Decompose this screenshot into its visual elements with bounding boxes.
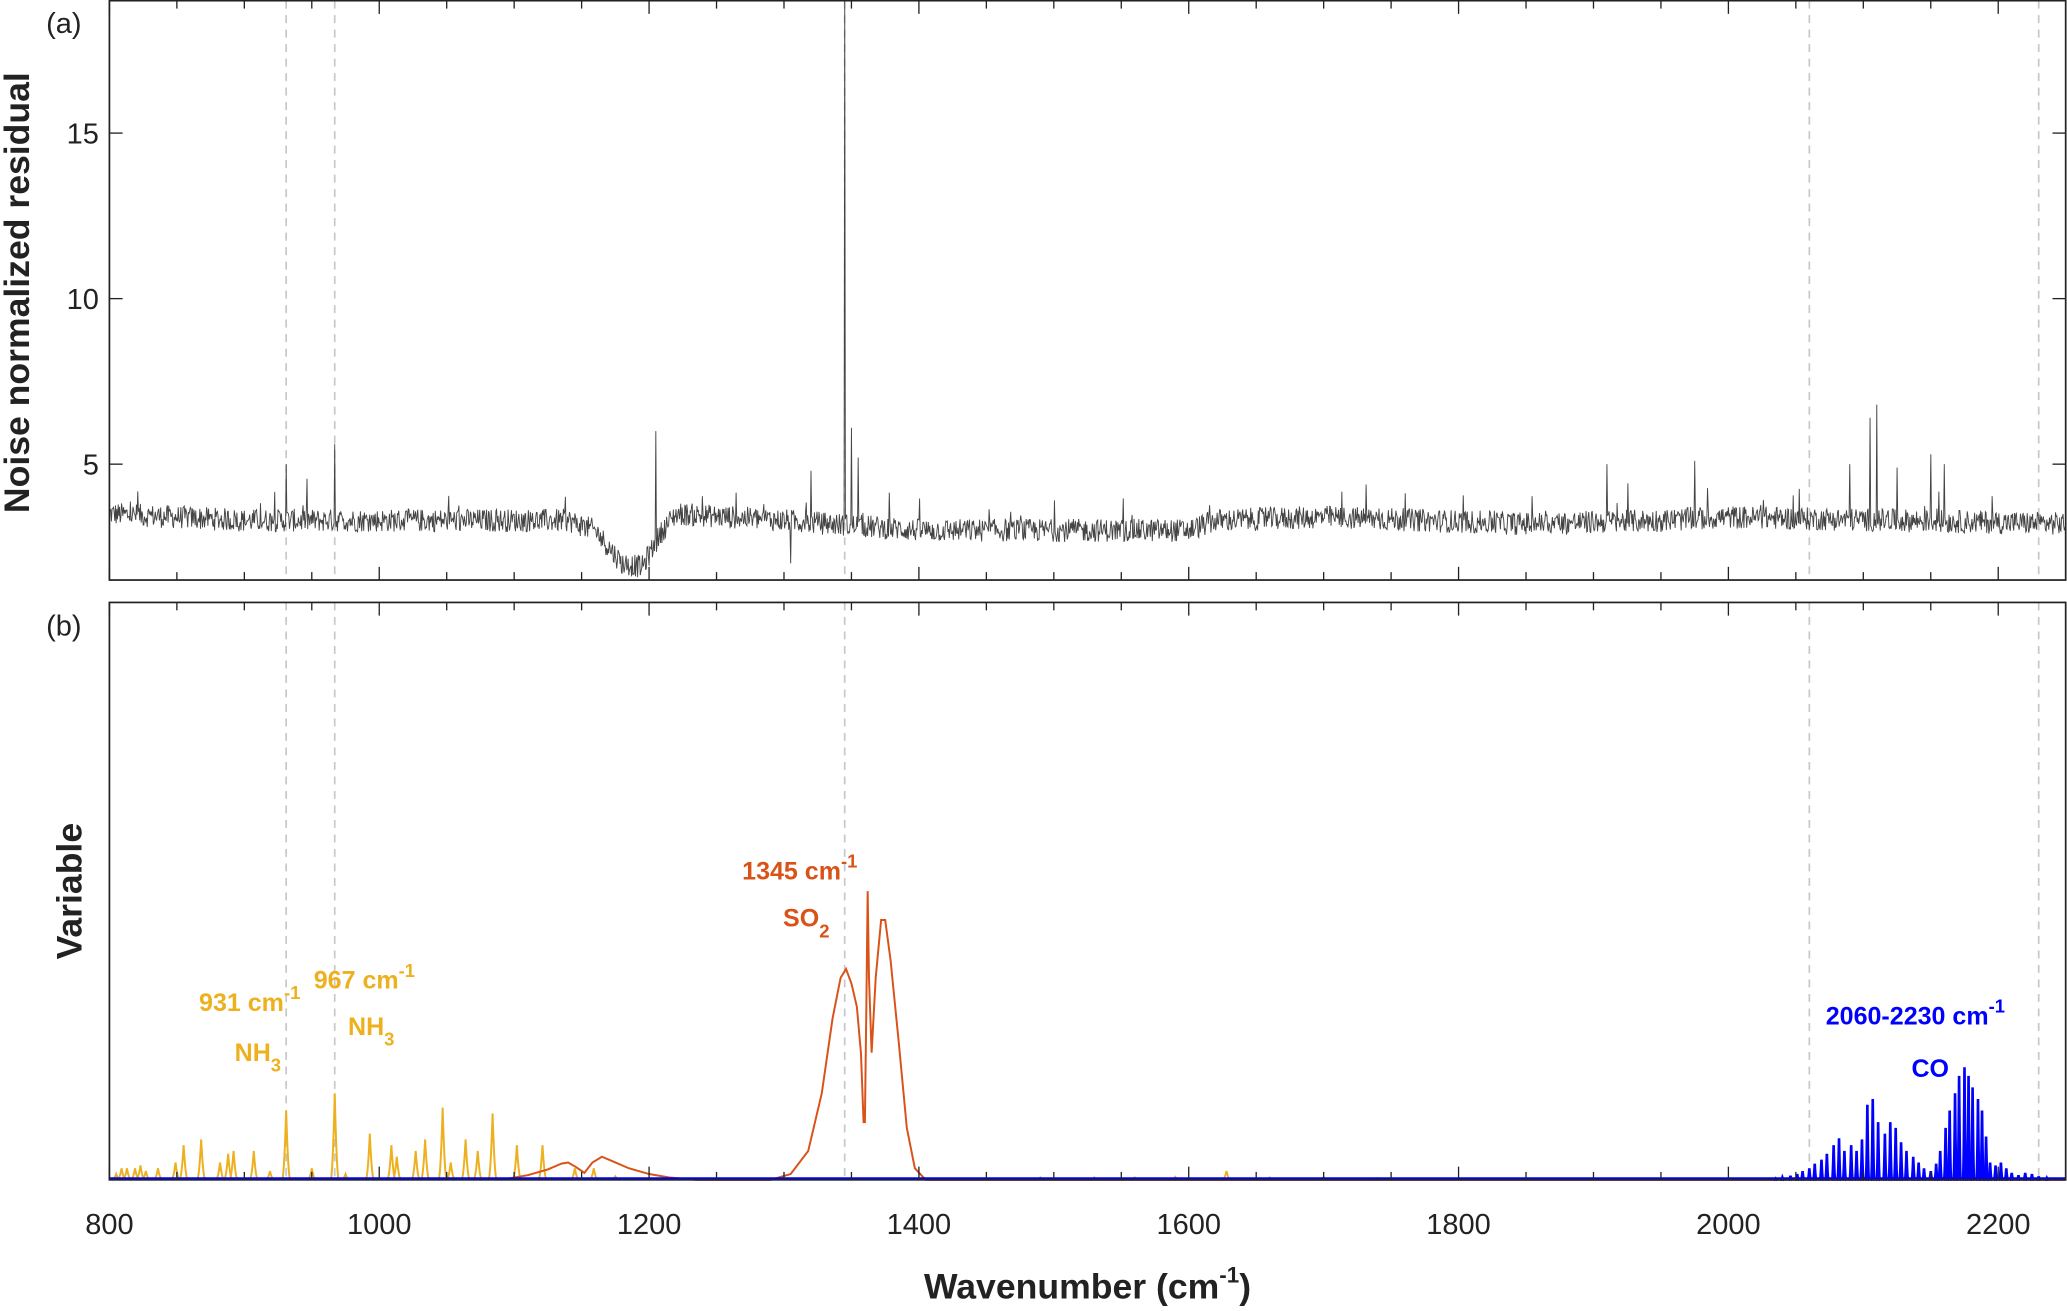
spectral-line-nh3 (472, 1150, 483, 1181)
annotation-wavenumber-sup: -1 (1989, 995, 2005, 1016)
series-nh3 (111, 1093, 1382, 1181)
annotation-species: SO2 (783, 905, 829, 942)
series-so2 (500, 891, 2066, 1181)
spectral-line-co (1869, 1098, 1876, 1182)
x-tick-label: 1800 (1426, 1209, 1491, 1241)
y-tick-label: 15 (67, 119, 99, 151)
spectral-line-co (1975, 1098, 1981, 1182)
annotation-wavenumber-sup: -1 (841, 850, 857, 871)
spectral-line-nh3 (460, 1139, 471, 1181)
annotation-species-sub: 2 (819, 920, 829, 941)
annotation-wavenumber-text: 931 cm (199, 989, 284, 1017)
spectral-line-nh3 (178, 1145, 189, 1181)
x-tick-label: 800 (85, 1209, 133, 1241)
annotation-wavenumber-sup: -1 (399, 960, 415, 981)
annotation-species-sub: 3 (271, 1055, 281, 1076)
spectral-line-co (1853, 1150, 1860, 1182)
spectral-line-nh3 (419, 1139, 431, 1181)
x-tick-label: 1200 (617, 1209, 682, 1241)
annotation-species-text: CO (1911, 1055, 1949, 1083)
spectral-line-co (1983, 1136, 1989, 1182)
x-tick-label: 1400 (887, 1209, 952, 1241)
x-axis-label: Wavenumber (cm-1) (924, 1263, 1251, 1307)
spectral-line-co (1841, 1150, 1848, 1182)
annotation-wavenumber: 967 cm-1 (314, 960, 415, 995)
y-axis-label-b: Variable (50, 823, 90, 959)
spectral-line-nh3 (364, 1133, 376, 1181)
spectral-line-co (1864, 1104, 1871, 1182)
spectra-series (109, 891, 2066, 1182)
annotation-wavenumber-sup: -1 (284, 982, 300, 1003)
spectral-line-nh3 (329, 1093, 340, 1181)
spectral-line-co (1952, 1093, 1958, 1182)
annotation-species-text: NH (348, 1013, 384, 1041)
annotation-wavenumber-text: 967 cm (314, 967, 399, 995)
spectral-line-co (1881, 1133, 1888, 1182)
spectral-line-co (1848, 1145, 1855, 1182)
reference-lines-b (285, 602, 2040, 1180)
spectral-line-co (1818, 1159, 1825, 1182)
spectral-line-co (1887, 1122, 1894, 1182)
annotation-species-sub: 3 (384, 1028, 394, 1049)
x-axis-label-sup: -1 (1219, 1263, 1239, 1288)
annotation-wavenumber: 931 cm-1 (199, 982, 300, 1017)
spectral-line-co (1969, 1087, 1976, 1182)
spectral-line-nh3 (487, 1113, 498, 1181)
spectral-line-co (1830, 1145, 1837, 1182)
x-axis-label-main: Wavenumber (cm (924, 1266, 1219, 1306)
ticks-b: 800 1000 1200 1400 1600 1800 2000 2200 (85, 602, 2067, 1241)
annotation-species-text: SO (783, 905, 819, 933)
panel-a-residual: 5 10 15 (a) Noise normalized residual (0, 0, 2067, 581)
spectral-line-nh3 (248, 1150, 259, 1181)
annotation-wavenumber-text: 1345 cm (742, 857, 841, 885)
spectral-line-nh3 (437, 1107, 448, 1181)
spectral-line-nh3 (280, 1110, 292, 1181)
y-axis-label-a: Noise normalized residual (0, 72, 37, 513)
y-tick-label: 5 (83, 450, 99, 482)
axes-box-b (108, 601, 2067, 1181)
annotation-wavenumber-text: 2060-2230 cm (1826, 1002, 1989, 1030)
spectral-line-nh3 (537, 1145, 548, 1181)
annotation-wavenumber: 1345 cm-1 (742, 850, 857, 885)
annotation-species: NH3 (235, 1039, 281, 1076)
spectral-line-co (1942, 1127, 1949, 1182)
spectral-line-co (1823, 1153, 1830, 1182)
residual-line (109, 0, 2067, 578)
annotation-wavenumber: 2060-2230 cm-1 (1826, 995, 2005, 1030)
reference-lines-a (285, 0, 2040, 581)
spectral-line-co (1937, 1150, 1944, 1182)
x-tick-label: 2200 (1966, 1209, 2031, 1241)
spectral-line-co (1965, 1075, 1972, 1182)
panel-b-spectra: 800 1000 1200 1400 1600 1800 2000 2200 931 cm-1… (46, 601, 2067, 1307)
spectral-line-nh3 (195, 1139, 207, 1181)
spectral-line-co (1961, 1067, 1968, 1182)
panel-label-a: (a) (46, 8, 81, 40)
spectral-line-co (1892, 1127, 1899, 1182)
spectral-line-nh3 (228, 1150, 239, 1181)
series-co (1773, 1067, 2049, 1182)
spectral-line-co (1910, 1156, 1917, 1182)
panel-label-b: (b) (46, 610, 81, 642)
axes-box-a (108, 0, 2067, 581)
spectral-line-nh3 (410, 1150, 421, 1181)
ticks-a: 5 10 15 (67, 0, 2067, 581)
annotation-species-text: NH (235, 1039, 271, 1067)
spectral-line-co (1836, 1138, 1842, 1182)
x-tick-label: 1000 (347, 1209, 412, 1241)
spectral-line-co (1956, 1075, 1963, 1182)
x-tick-label: 1600 (1156, 1209, 1221, 1241)
spectral-line-co (1875, 1122, 1882, 1182)
annotation-species: NH3 (348, 1013, 394, 1050)
spectral-line-co (1898, 1142, 1904, 1182)
spectral-line-co (1903, 1150, 1910, 1182)
y-tick-label: 10 (67, 284, 99, 316)
x-axis-label-close: ) (1239, 1266, 1251, 1306)
spectral-line-co (1946, 1110, 1953, 1182)
x-tick-label: 2000 (1696, 1209, 1761, 1241)
spectral-line-co (1979, 1110, 1985, 1182)
annotation-species: CO (1911, 1055, 1949, 1083)
